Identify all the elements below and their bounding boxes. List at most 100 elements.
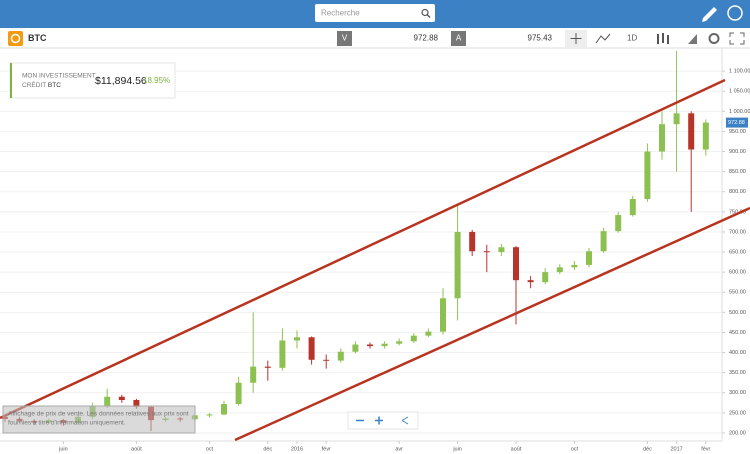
investment-amount: $11,894.56 [95,75,147,87]
x-tick-label: juin [452,446,462,452]
sell-badge[interactable] [337,31,352,46]
buy-badge[interactable] [451,31,466,46]
crosshair-icon [570,33,582,44]
search-placeholder: Recherche [321,9,360,18]
timeframe[interactable]: 1D [627,34,637,43]
y-tick-label: 650.00 [729,249,746,255]
x-tick-label: déc [643,446,652,452]
y-tick-label: 550.00 [729,290,746,296]
investment-label: MON INVESTISSEMENT [22,73,96,80]
channel-upper [0,78,726,420]
search-icon[interactable] [421,8,429,17]
candle-body [702,122,709,150]
y-tick-label: 950.00 [729,129,746,135]
candle-body [323,359,330,361]
candle-body [527,280,534,283]
draw-icon[interactable] [688,34,697,44]
candle-body [615,215,622,232]
candle-body [425,331,432,336]
candle-body [673,113,680,125]
disclaimer: Affichage de prix de vente. Les données … [8,411,189,418]
y-tick-label: 900.00 [729,149,746,155]
sell-label: V [342,34,348,43]
y-tick-label: 850.00 [729,169,746,175]
candle-body [250,366,257,383]
investment-change: 18.95% [143,76,170,85]
btc-icon-mark [10,33,21,44]
candle-body [352,344,359,352]
candle-body [294,337,300,341]
x-tick-label: 2016 [291,446,303,452]
x-tick-label: févr [701,446,710,452]
edit-icon[interactable] [702,7,717,22]
chart-type-icon[interactable] [657,33,669,44]
y-tick-label: 200.00 [729,430,746,436]
buy-price: 975.43 [528,34,553,43]
fullscreen-icon[interactable] [729,32,745,45]
y-tick-label: 1 050.00 [729,89,750,95]
candle-body [440,298,446,332]
investment-card [9,62,176,99]
last-price-tag [726,117,748,128]
candle-body [513,247,519,281]
candle-body [337,351,344,361]
y-tick-label: 400.00 [729,350,746,356]
investment-label: CRÉDIT BTC [22,80,61,89]
instrument-bar [0,28,750,48]
search-box[interactable] [315,4,435,22]
buy-label: A [456,34,462,43]
channel-lower [234,206,750,442]
y-tick-label: 1 000.00 [729,109,750,115]
candle-body [498,247,505,253]
candle-body [118,396,125,400]
candle-body [556,267,563,273]
candle-body [396,341,403,344]
candle-body [133,399,140,407]
candle-body [206,414,213,416]
y-tick-label: 500.00 [729,310,746,316]
profile-icon[interactable] [727,5,743,21]
btc-icon [8,31,23,46]
x-tick-label: oct [206,446,214,452]
sell-price: 972.88 [414,34,439,43]
chart: 200.00 250.00 300.00 350.00 400.00 450.00 500.… [0,48,750,452]
candle-body [264,366,271,368]
disclaimer-box [2,405,196,434]
candle-body [381,343,388,347]
instrument-name: BTC [28,33,47,43]
candle-body [454,231,461,299]
x-tick-label: août [511,446,522,452]
y-tick-label: 250.00 [729,410,746,416]
x-tick-label: oct [571,446,579,452]
y-tick-label: 1 100.00 [729,69,750,75]
candle-body [542,272,549,283]
indicator-icon[interactable] [595,33,611,44]
candle-body [469,231,476,252]
y-tick-label: 350.00 [729,370,746,376]
candle-body [629,198,636,216]
candle-body [410,335,417,342]
x-tick-label: avr [395,446,403,452]
candle-body [308,337,315,360]
y-tick-label: 800.00 [729,189,746,195]
candle-body [688,113,695,150]
candle-body [221,404,227,415]
disclaimer: fournies à titre d'information uniquemen… [8,420,126,427]
investment-accent [10,63,12,98]
y-tick-label: 700.00 [729,229,746,235]
zoom-in[interactable] [375,416,383,425]
investment-asset: BTC [48,82,61,89]
y-tick-label: 600.00 [729,270,746,276]
y-tick-label: 300.00 [729,390,746,396]
investment-label: CRÉDIT [22,80,46,89]
candle-body [586,251,592,265]
settings-icon[interactable] [708,33,720,44]
share[interactable] [401,416,409,425]
candle-body [659,124,665,152]
candle-body [235,382,242,405]
x-tick-label: déc [263,446,272,452]
x-tick-label: févr [322,446,331,452]
candle-body [600,231,607,252]
candle-body [279,340,286,368]
